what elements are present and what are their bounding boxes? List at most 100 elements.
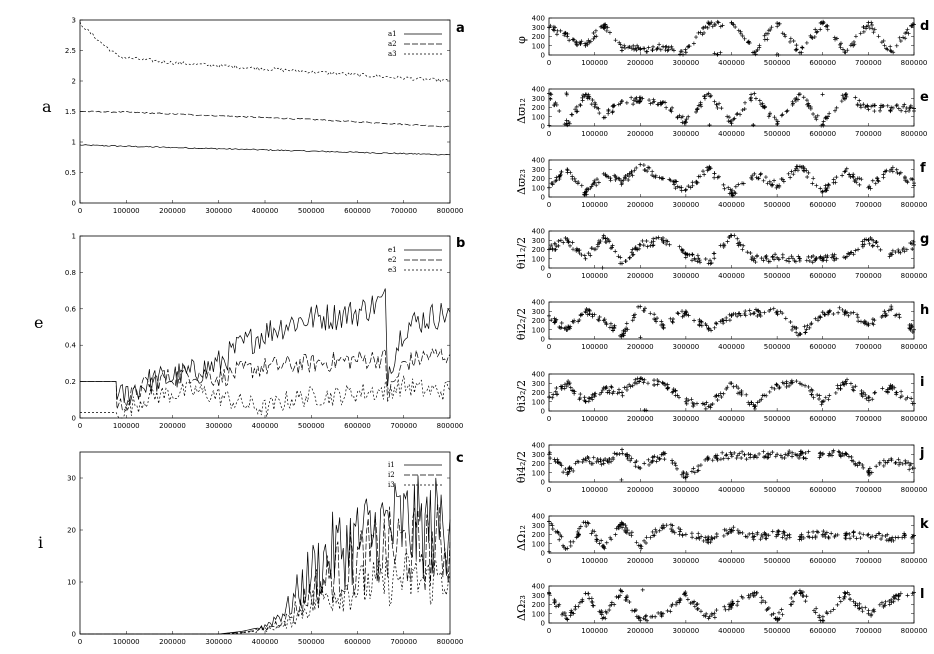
scatter-point xyxy=(869,470,874,475)
xtick-label: 400000 xyxy=(718,201,745,209)
scatter-point xyxy=(620,45,624,50)
scatter-point xyxy=(679,185,684,190)
scatter-point xyxy=(549,318,554,323)
scatter-point xyxy=(638,335,643,340)
scatter-point xyxy=(838,383,843,388)
xtick-label: 200000 xyxy=(159,422,186,430)
scatter-point xyxy=(559,169,564,174)
scatter-point xyxy=(895,170,900,175)
panel-j-xticks: 0 100000 200000 300000 400000 500000 600000 700… xyxy=(547,479,927,494)
scatter-point xyxy=(803,383,808,388)
scatter-point xyxy=(781,531,786,536)
scatter-point xyxy=(710,24,715,29)
xtick-label: 100000 xyxy=(581,272,608,280)
xtick-label: 200000 xyxy=(627,415,654,423)
scatter-point xyxy=(743,534,748,539)
scatter-point xyxy=(843,533,848,538)
xtick-label: 700000 xyxy=(855,486,882,494)
scatter-point xyxy=(796,254,801,259)
scatter-point xyxy=(577,526,582,531)
scatter-point xyxy=(661,240,666,245)
scatter-point xyxy=(841,596,846,601)
scatter-point xyxy=(762,310,767,315)
scatter-point xyxy=(775,452,780,457)
scatter-point xyxy=(690,600,695,605)
scatter-point xyxy=(762,105,767,110)
scatter-point xyxy=(814,606,819,611)
ytick-label: 0 xyxy=(72,415,76,423)
scatter-point xyxy=(648,243,653,248)
scatter-point xyxy=(861,390,866,395)
scatter-point xyxy=(633,46,638,51)
scatter-point xyxy=(694,110,699,115)
scatter-point xyxy=(567,382,572,387)
scatter-point xyxy=(872,27,877,32)
ytick-label: 100 xyxy=(532,42,545,50)
scatter-point xyxy=(831,448,836,453)
scatter-point xyxy=(663,383,668,388)
scatter-point xyxy=(857,531,862,536)
scatter-point xyxy=(673,463,678,468)
scatter-point xyxy=(696,174,701,179)
scatter-point xyxy=(804,594,809,599)
scatter-point xyxy=(787,383,792,388)
scatter-point xyxy=(740,34,745,39)
scatter-point xyxy=(752,256,757,261)
xtick-label: 800000 xyxy=(901,201,928,209)
scatter-point xyxy=(825,27,830,32)
scatter-point xyxy=(725,114,730,119)
series-i3-line xyxy=(80,551,451,635)
scatter-point xyxy=(595,537,600,542)
scatter-point xyxy=(847,592,852,597)
scatter-point xyxy=(800,45,805,50)
scatter-point xyxy=(590,314,595,319)
scatter-point xyxy=(614,175,619,180)
scatter-point xyxy=(565,238,570,243)
scatter-point xyxy=(586,251,591,256)
scatter-point xyxy=(602,546,607,551)
scatter-point xyxy=(784,258,789,263)
scatter-point xyxy=(883,533,888,538)
scatter-point xyxy=(650,48,655,53)
scatter-point xyxy=(641,243,646,248)
scatter-point xyxy=(743,313,748,318)
scatter-point xyxy=(775,119,780,124)
scatter-point xyxy=(628,384,633,389)
scatter-point xyxy=(609,384,614,389)
scatter-point xyxy=(758,171,763,176)
scatter-point xyxy=(912,106,916,111)
ytick-label: 2.5 xyxy=(65,47,76,55)
scatter-point xyxy=(876,34,881,39)
scatter-point xyxy=(573,604,578,609)
scatter-point xyxy=(683,187,688,192)
scatter-point xyxy=(870,534,875,539)
scatter-point xyxy=(818,315,823,320)
scatter-point xyxy=(912,242,916,247)
scatter-point xyxy=(712,615,717,620)
scatter-point xyxy=(702,30,707,35)
scatter-point xyxy=(639,546,644,551)
scatter-point xyxy=(857,461,862,466)
scatter-point xyxy=(572,391,577,396)
scatter-point xyxy=(654,529,659,534)
scatter-point xyxy=(702,172,707,177)
scatter-point xyxy=(554,178,559,183)
scatter-point xyxy=(814,529,819,534)
scatter-point xyxy=(766,605,771,610)
scatter-point xyxy=(607,325,612,330)
scatter-point xyxy=(722,527,727,532)
scatter-point xyxy=(683,399,688,404)
scatter-point xyxy=(909,325,914,330)
scatter-point xyxy=(614,526,619,531)
scatter-point xyxy=(826,114,831,119)
scatter-point xyxy=(604,386,609,391)
scatter-point xyxy=(621,333,626,338)
scatter-point xyxy=(547,185,551,190)
scatter-point xyxy=(797,332,802,337)
scatter-point xyxy=(833,108,838,113)
scatter-point xyxy=(703,96,707,101)
scatter-point xyxy=(843,379,848,384)
scatter-point xyxy=(759,595,764,600)
